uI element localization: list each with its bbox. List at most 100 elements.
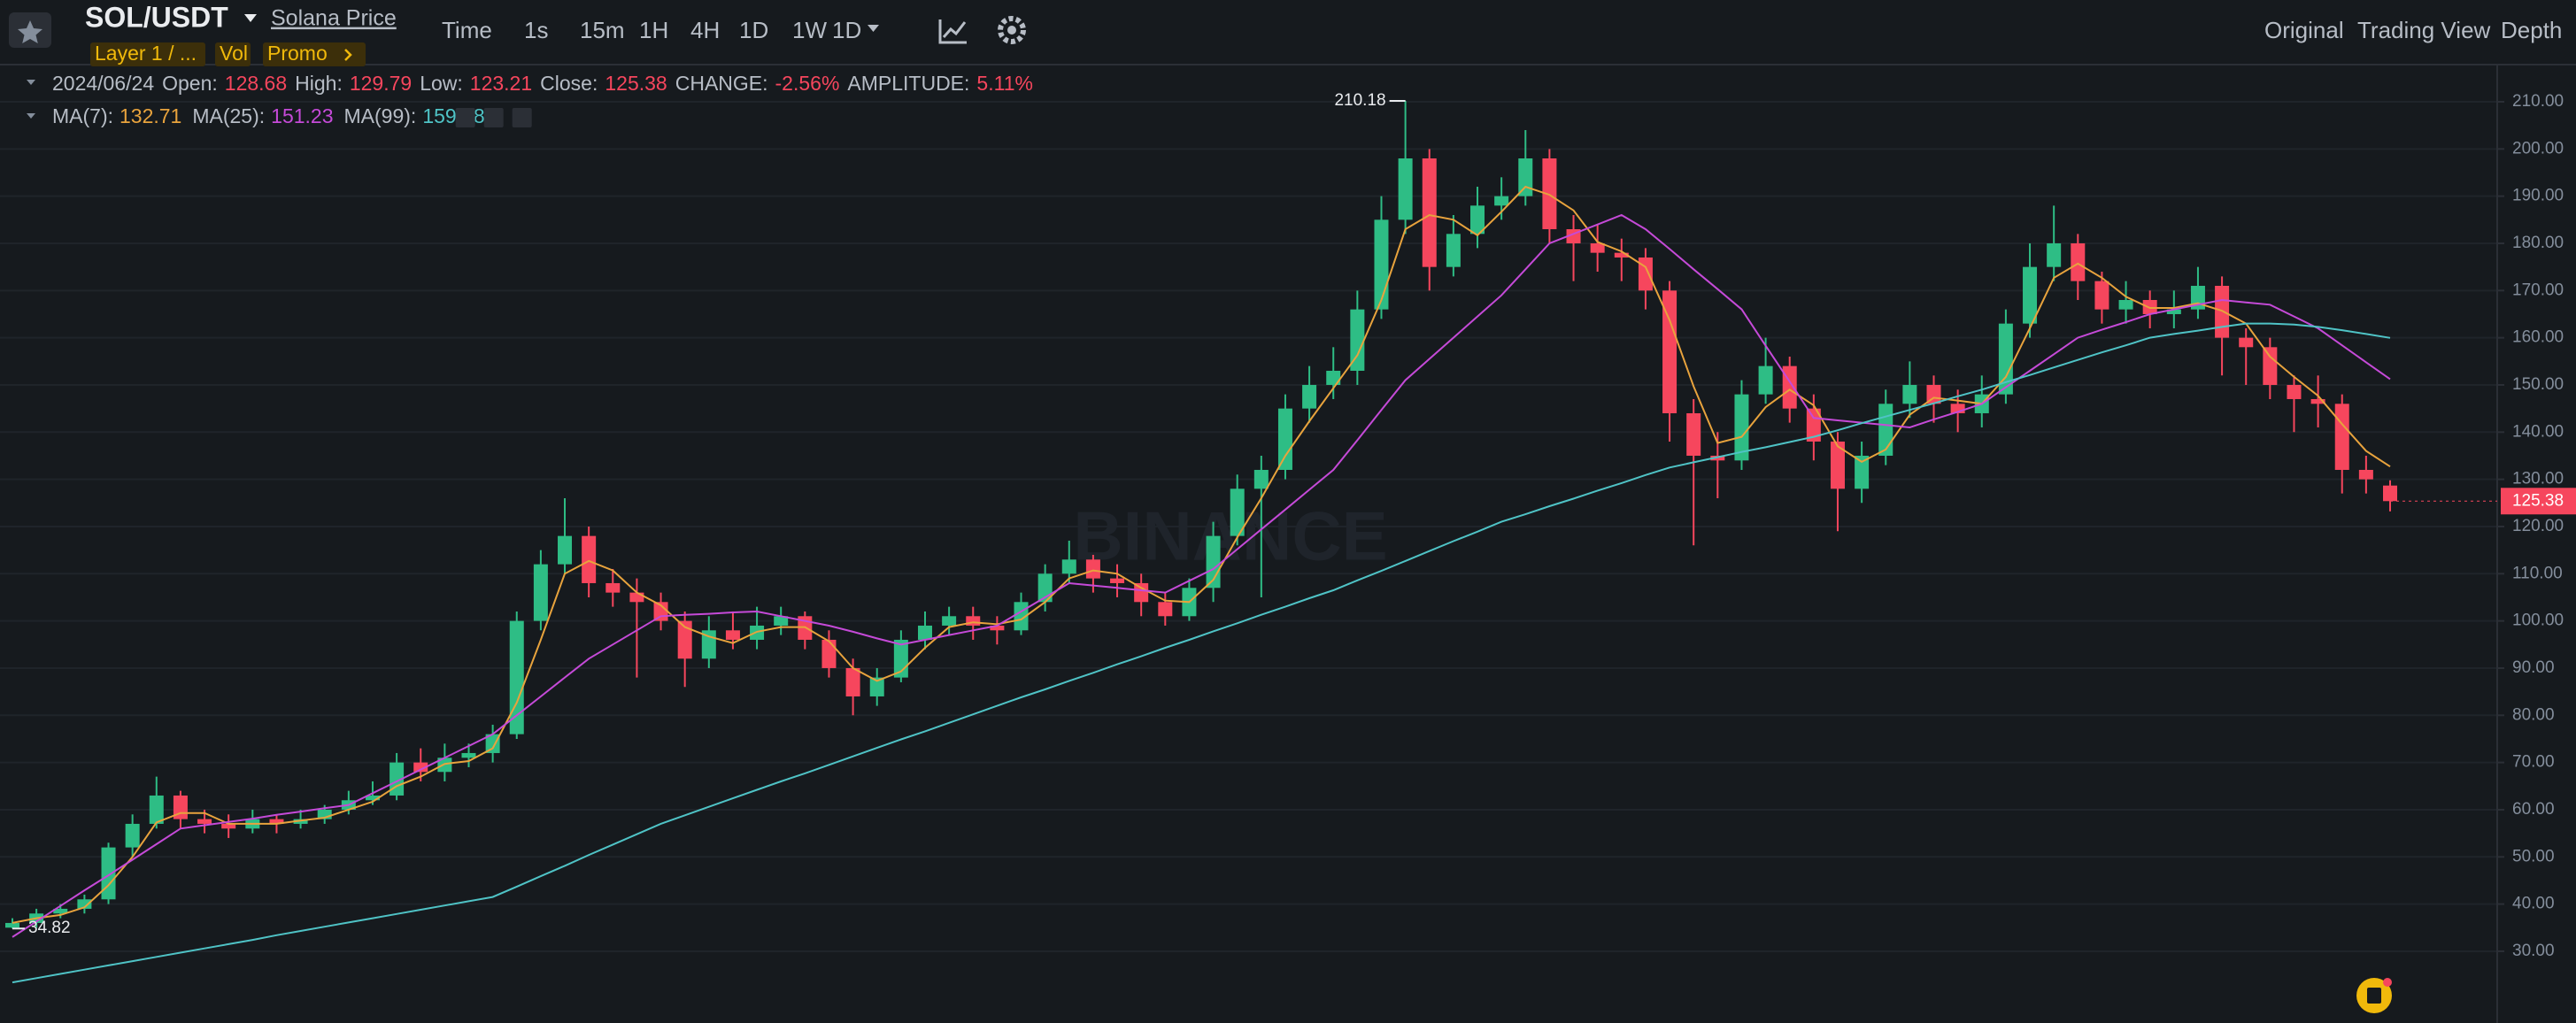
y-tick-label: 100.00 [2512,611,2564,630]
y-tick-label: 140.00 [2512,422,2564,441]
candle-body [197,819,212,824]
tag[interactable]: Promo [267,42,328,65]
symbol[interactable]: SOL/USDT [85,1,228,33]
candle-body [1686,412,1701,456]
tag[interactable]: Layer 1 / ... [95,42,197,65]
intervals: Time 1s 15m 1H 4H 1D 1W 1D [442,17,879,43]
candle-body [533,564,548,621]
candle-body [869,677,884,696]
candle-body [845,667,860,696]
interval[interactable]: 1H [639,17,668,43]
candle-body [2310,398,2325,404]
view-tab[interactable]: Trading View [2357,17,2491,43]
notice-dot [2383,978,2392,987]
candle-body [629,592,644,603]
candle-body [1277,408,1292,470]
ma-value: 151.23 [271,104,333,127]
ma-tool-icon[interactable] [483,108,504,127]
ma-line [12,213,2391,938]
ma-name: MA(25): [192,104,265,127]
star-icon [18,20,42,43]
candle-body [269,819,284,824]
y-tick-label: 160.00 [2512,328,2564,347]
info-label: Open: [162,72,218,95]
candle-body [966,616,981,626]
candle-body [2358,469,2373,480]
ma-tool-icon[interactable] [455,108,475,127]
interval[interactable]: 1D [739,17,768,43]
y-tick-label: 200.00 [2512,139,2564,158]
interval-caret[interactable] [868,25,879,32]
candle-body [77,899,92,909]
interval[interactable]: 15m [580,17,625,43]
candle-body [389,762,405,796]
settings-center [1007,26,1016,35]
candle-body [101,847,116,900]
candle-body [1446,234,1461,267]
candle-body [317,809,332,819]
candle-body [1518,158,1533,196]
hover-date: 2024/06/24 [52,72,154,95]
tag-bg [215,42,251,66]
candle-body [53,908,68,914]
view-tab[interactable]: Depth [2501,17,2562,43]
candle-body [558,535,573,565]
interval-dropdown[interactable]: 1D [832,17,861,43]
candle-body [582,535,597,583]
tag[interactable]: Vol [220,42,248,65]
candle-body [1950,404,1965,413]
candle-body [1374,219,1389,310]
ma-line [12,322,2391,984]
settings-icon[interactable] [998,16,1026,44]
candle-body [485,734,500,753]
candle-body [1662,290,1677,413]
ma-value: 132.71 [120,104,181,127]
candle-body [821,639,837,668]
info-label: Low: [420,72,463,95]
interval[interactable]: 1W [792,17,827,43]
candle-body [413,762,428,773]
y-tick-label: 90.00 [2512,658,2555,677]
candle-body [677,620,692,659]
min-label: 34.82 [28,919,71,937]
y-tick-label: 150.00 [2512,375,2564,394]
y-tick-label: 170.00 [2512,281,2564,299]
view-tab[interactable]: Original [2264,17,2344,43]
candle-body [1758,365,1773,395]
info-value: 5.11% [976,72,1033,95]
y-tick-label: 180.00 [2512,234,2564,252]
candle-body [2287,384,2302,399]
candle-body [2166,309,2181,314]
info-caret[interactable] [27,80,35,85]
candle-body [2071,242,2086,281]
candle-body [1422,158,1437,267]
ma-icons [455,108,532,127]
candle-body [942,616,957,626]
candle-body [1494,196,1509,206]
settings-gear [998,16,1026,44]
interval[interactable]: 1s [524,17,548,43]
ma-caret[interactable] [27,113,35,119]
candle-body [221,823,236,829]
ma-tool-icon[interactable] [512,108,532,127]
candle-body [1830,441,1845,489]
indicator-icon[interactable] [938,19,967,44]
info-value: 123.21 [470,72,532,95]
symbol-caret[interactable] [244,14,257,22]
candle-body [2023,266,2038,324]
interval[interactable]: 4H [690,17,720,43]
y-tick-label: 40.00 [2512,895,2555,913]
price-link[interactable]: Solana Price [271,6,397,31]
candle-body [605,582,621,593]
candle-body [725,630,740,640]
ohlc-info: 2024/06/24 Open: 128.68 High: 129.79 Low: 123.… [52,72,1033,95]
candle-body [5,922,19,928]
interval[interactable]: Time [442,17,492,43]
candle-body [509,620,524,735]
y-tick-label: 210.00 [2512,92,2564,111]
tag-bg [90,42,205,66]
y-tick-label: 80.00 [2512,705,2555,724]
